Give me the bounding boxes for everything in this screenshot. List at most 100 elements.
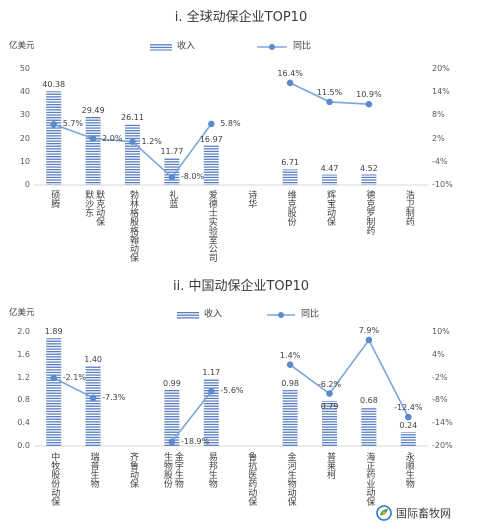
y2-tick-label: -10% <box>432 180 453 189</box>
y2-tick-label: 4% <box>432 349 445 359</box>
bar-value-label: 0.68 <box>359 396 378 406</box>
yoy-point <box>50 374 57 382</box>
bar <box>164 157 180 185</box>
x-category-label: 礼蓝 <box>167 190 178 208</box>
bar <box>85 116 101 185</box>
bar-value-label: 1.40 <box>84 355 102 365</box>
bar <box>125 124 140 185</box>
y-tick-label: 1.2 <box>17 372 30 382</box>
bar <box>400 432 416 446</box>
y2-tick-label: -2% <box>432 372 448 382</box>
y2-tick-label: 8% <box>432 110 445 120</box>
bar-value-label: 0.99 <box>162 378 181 388</box>
y2-tick-label: 20% <box>432 64 450 73</box>
x-category-label: 浩卫制药 <box>403 190 414 226</box>
bar <box>282 390 298 446</box>
y-axis-unit-label: 亿美元 <box>9 308 35 318</box>
yoy-line-segment <box>171 390 212 443</box>
y-tick-label: 50 <box>19 64 30 73</box>
yoy-value-label: 7.9% <box>358 325 380 335</box>
y2-tick-label: 14% <box>432 87 450 97</box>
yoy-point <box>286 361 294 368</box>
yoy-line-segment <box>53 377 94 399</box>
legend-line-marker <box>269 44 275 50</box>
bar-value-label: 0.79 <box>320 401 339 411</box>
y2-tick-label: -20% <box>432 441 453 450</box>
bar <box>322 400 337 446</box>
bar-value-label: 11.77 <box>160 146 184 156</box>
legend-label-yoy: 同比 <box>301 309 320 320</box>
yoy-point <box>168 173 176 181</box>
bar-value-label: 26.11 <box>121 113 144 123</box>
y-tick-label: 10 <box>19 156 30 166</box>
yoy-value-label: -8.0% <box>180 172 205 182</box>
y2-tick-label: 2% <box>432 133 445 143</box>
x-category-label: 金河生物动保 <box>285 452 296 506</box>
yoy-value-label: 5.8% <box>220 118 241 128</box>
x-category-label: 鲁抗医药动保 <box>246 452 257 506</box>
x-category-label: 辉宝动保 <box>325 190 335 226</box>
yoy-point <box>50 120 57 128</box>
bar <box>361 407 377 446</box>
y-tick-label: 0.8 <box>17 395 30 405</box>
legend-label-revenue: 收入 <box>204 309 223 320</box>
legend-label-yoy: 同比 <box>293 41 312 52</box>
x-category-label: 普莱柯 <box>325 452 335 479</box>
yoy-value-label: -2.1% <box>62 372 86 382</box>
x-category-label: 瑞普生物 <box>88 452 99 488</box>
yoy-value-label: -18.9% <box>180 436 210 446</box>
bar <box>85 366 101 446</box>
x-category-label: 诗华 <box>246 190 257 208</box>
yoy-point <box>365 100 373 108</box>
legend-bar-swatch <box>150 43 172 51</box>
yoy-point <box>129 138 136 145</box>
y2-tick-label: -8% <box>432 395 448 405</box>
bar-value-label: 4.47 <box>320 163 339 173</box>
bar-value-label: 6.71 <box>281 158 299 168</box>
yoy-point <box>168 438 176 446</box>
x-category-label: 齐鲁动保 <box>128 452 138 488</box>
bar <box>322 174 337 185</box>
legend-label-revenue: 收入 <box>177 41 196 52</box>
bar <box>361 174 377 185</box>
y-tick-label: 40 <box>19 87 30 97</box>
x-category-label: 默沙东 默克动保 <box>83 190 105 226</box>
x-category-label: 中牧股份动保 <box>49 452 60 506</box>
bar-value-label: 29.49 <box>81 105 105 115</box>
y-tick-label: 0.0 <box>17 441 30 450</box>
bar <box>282 169 298 185</box>
chart-title: ii. 中国动保企业TOP10 <box>172 279 310 294</box>
y-tick-label: 2.0 <box>17 327 30 336</box>
yoy-value-label: 1.2% <box>141 136 162 146</box>
x-category-label: 生物股份 金宇生物 <box>161 452 183 488</box>
yoy-point <box>89 135 97 142</box>
yoy-value-label: -12.4% <box>394 403 423 413</box>
yoy-value-label: 10.9% <box>356 90 382 100</box>
y2-tick-label: -4% <box>432 156 448 166</box>
yoy-value-label: 5.7% <box>62 119 84 129</box>
y-tick-label: 30 <box>19 110 30 120</box>
yoy-value-label: 11.5% <box>316 87 343 97</box>
y2-tick-label: -14% <box>432 418 453 428</box>
bar <box>164 389 180 446</box>
yoy-point <box>208 387 215 395</box>
yoy-point <box>208 120 215 128</box>
watermark: 国际畜牧网 <box>376 504 451 522</box>
y-tick-label: 20 <box>19 133 30 143</box>
yoy-point <box>326 390 333 397</box>
yoy-value-label: -7.3% <box>102 392 126 402</box>
bar-value-label: 0.98 <box>281 379 299 389</box>
y-tick-label: 1.6 <box>17 349 30 359</box>
chart-title: i. 全球动保企业TOP10 <box>174 10 308 25</box>
y-tick-label: 0 <box>24 180 30 189</box>
x-category-label: 爱德士实验室公司 <box>206 190 217 262</box>
x-category-label: 永顺生物 <box>403 452 414 488</box>
yoy-value-label: 1.4% <box>279 350 301 360</box>
yoy-value-label: -6.2% <box>317 379 342 389</box>
yoy-value-label: -5.6% <box>220 386 244 396</box>
logo-icon <box>376 505 392 521</box>
legend-line-marker <box>278 312 284 318</box>
bar <box>46 338 62 446</box>
